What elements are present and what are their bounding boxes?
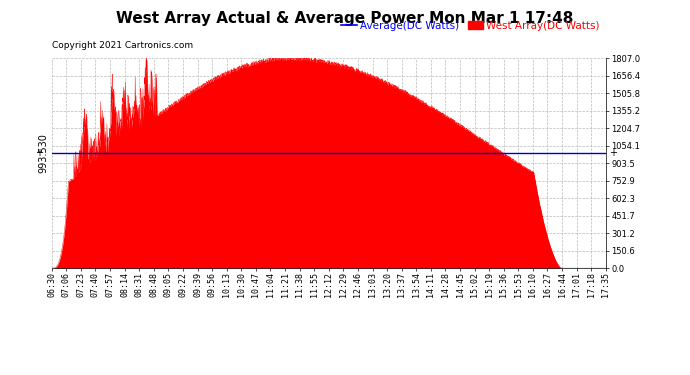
Legend: Average(DC Watts), West Array(DC Watts): Average(DC Watts), West Array(DC Watts) — [337, 16, 604, 35]
Text: Copyright 2021 Cartronics.com: Copyright 2021 Cartronics.com — [52, 41, 193, 50]
Text: +: + — [609, 148, 617, 158]
Text: West Array Actual & Average Power Mon Mar 1 17:48: West Array Actual & Average Power Mon Ma… — [117, 11, 573, 26]
Text: +: + — [35, 148, 43, 158]
Text: 993.530: 993.530 — [39, 133, 48, 172]
